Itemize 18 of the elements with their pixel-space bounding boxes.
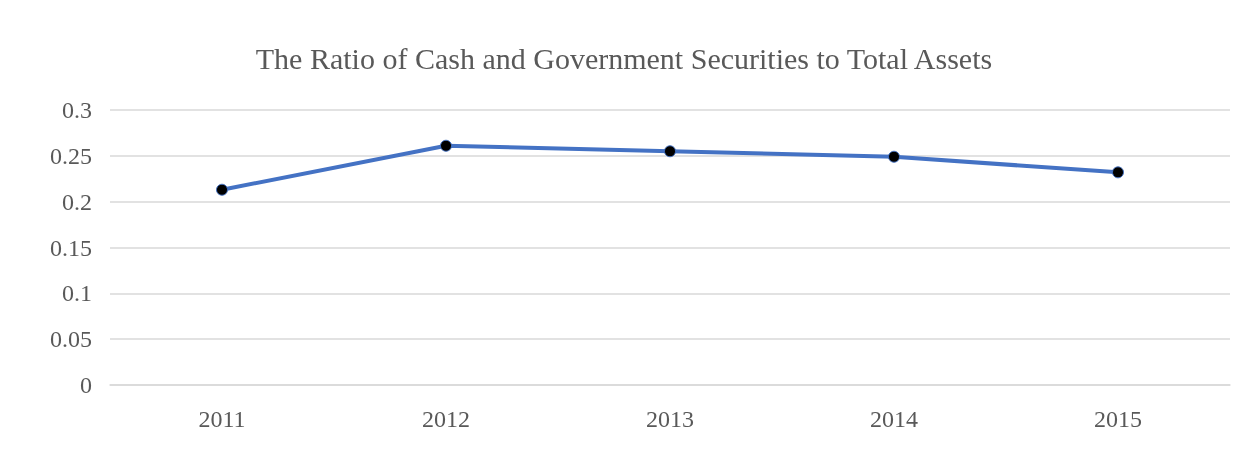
point	[440, 139, 452, 152]
point	[888, 150, 900, 163]
x-tick-label: 2014	[870, 406, 918, 432]
y-tick-label: 0.1	[62, 280, 92, 307]
point	[664, 145, 676, 158]
x-tick-label: 2013	[646, 406, 694, 432]
y-tick-label: 0	[80, 372, 92, 398]
x-tick-label: 2015	[1094, 406, 1142, 432]
y-tick-label: 0.2	[62, 188, 92, 215]
x-tick-label: 2012	[422, 406, 470, 432]
point	[216, 183, 228, 196]
y-tick-label: 0.05	[50, 326, 92, 353]
y-tick-label: 0.15	[50, 234, 92, 261]
x-tick-label: 2011	[198, 406, 246, 432]
y-tick-label: 0.25	[50, 142, 92, 169]
y-tick-label: 0.3	[62, 97, 92, 123]
chart-title: The Ratio of Cash and Government Securities to Total Assets	[255, 41, 993, 75]
point	[1112, 166, 1124, 179]
